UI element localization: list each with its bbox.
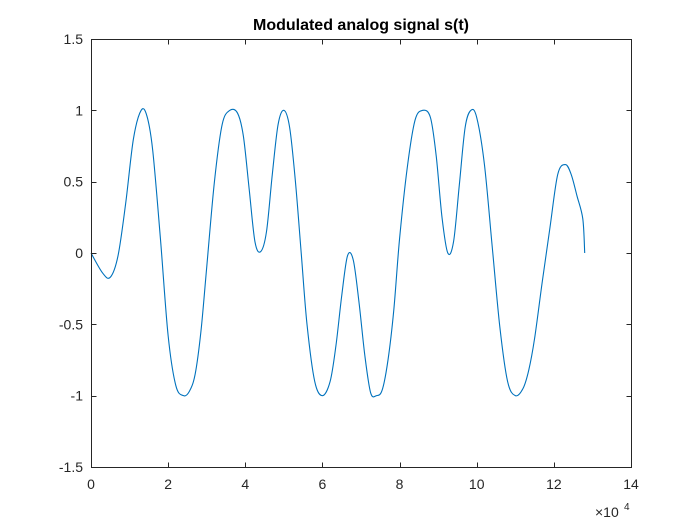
x-tick-label-3: 6 (319, 476, 327, 492)
x-tick-label-0: 0 (87, 476, 95, 492)
y-tick-label-2: -0.5 (59, 316, 83, 332)
y-tick-label-6: 1.5 (64, 31, 84, 47)
chart-title: Modulated analog signal s(t) (253, 17, 469, 34)
axes-layer: 0 2 4 6 8 10 12 14 -1.5 -1 -0.5 0 0.5 1 1.5 (59, 31, 639, 492)
x-axis-exponent-label: ×10 4 (595, 502, 630, 520)
x-tick-label-1: 2 (164, 476, 172, 492)
x-exponent-base: ×10 (595, 504, 619, 520)
x-tick-label-6: 12 (546, 476, 562, 492)
x-tick-label-7: 14 (623, 476, 639, 492)
y-tick-label-4: 0.5 (64, 174, 84, 190)
y-tick-label-5: 1 (75, 102, 83, 118)
y-tick-label-0: -1.5 (59, 459, 83, 475)
x-tick-label-4: 8 (396, 476, 404, 492)
y-tick-label-3: 0 (75, 245, 83, 261)
plot-area (91, 39, 631, 467)
x-tick-label-2: 4 (241, 476, 249, 492)
series-line-0 (90, 108, 586, 398)
series-layer (90, 108, 586, 398)
x-tick-label-5: 10 (469, 476, 485, 492)
y-tick-label-1: -1 (71, 388, 84, 404)
x-exponent-power: 4 (624, 502, 630, 513)
